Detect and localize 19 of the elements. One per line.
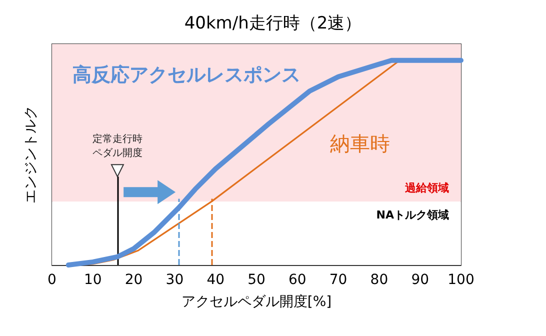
band-label: NAトルク領域 <box>376 208 449 222</box>
series-label: 高反応アクセルレスポンス <box>72 64 300 86</box>
y-axis-title: エンジントルク <box>23 106 39 204</box>
x-tick-label: 70 <box>329 272 348 288</box>
x-tick-label: 60 <box>288 272 306 288</box>
x-tick-label: 50 <box>248 272 266 288</box>
series-label: 納車時 <box>330 131 390 156</box>
ref-line-label: 定常走行時ペダル開度 <box>92 133 142 160</box>
x-tick-label: 0 <box>48 272 56 288</box>
chart-title: 40km/h走行時（2速） <box>184 14 362 34</box>
x-tick-label: 40 <box>206 272 225 288</box>
band-label: 過給領域 <box>404 182 449 195</box>
x-tick-label: 10 <box>84 272 102 288</box>
x-tick-label: 30 <box>166 272 184 288</box>
x-tick-label: 20 <box>124 272 143 288</box>
x-tick-label: 80 <box>370 272 388 288</box>
x-axis-title: アクセルペダル開度[%] <box>181 294 332 310</box>
x-tick-label: 90 <box>411 272 430 288</box>
x-tick-label: 100 <box>448 272 474 288</box>
